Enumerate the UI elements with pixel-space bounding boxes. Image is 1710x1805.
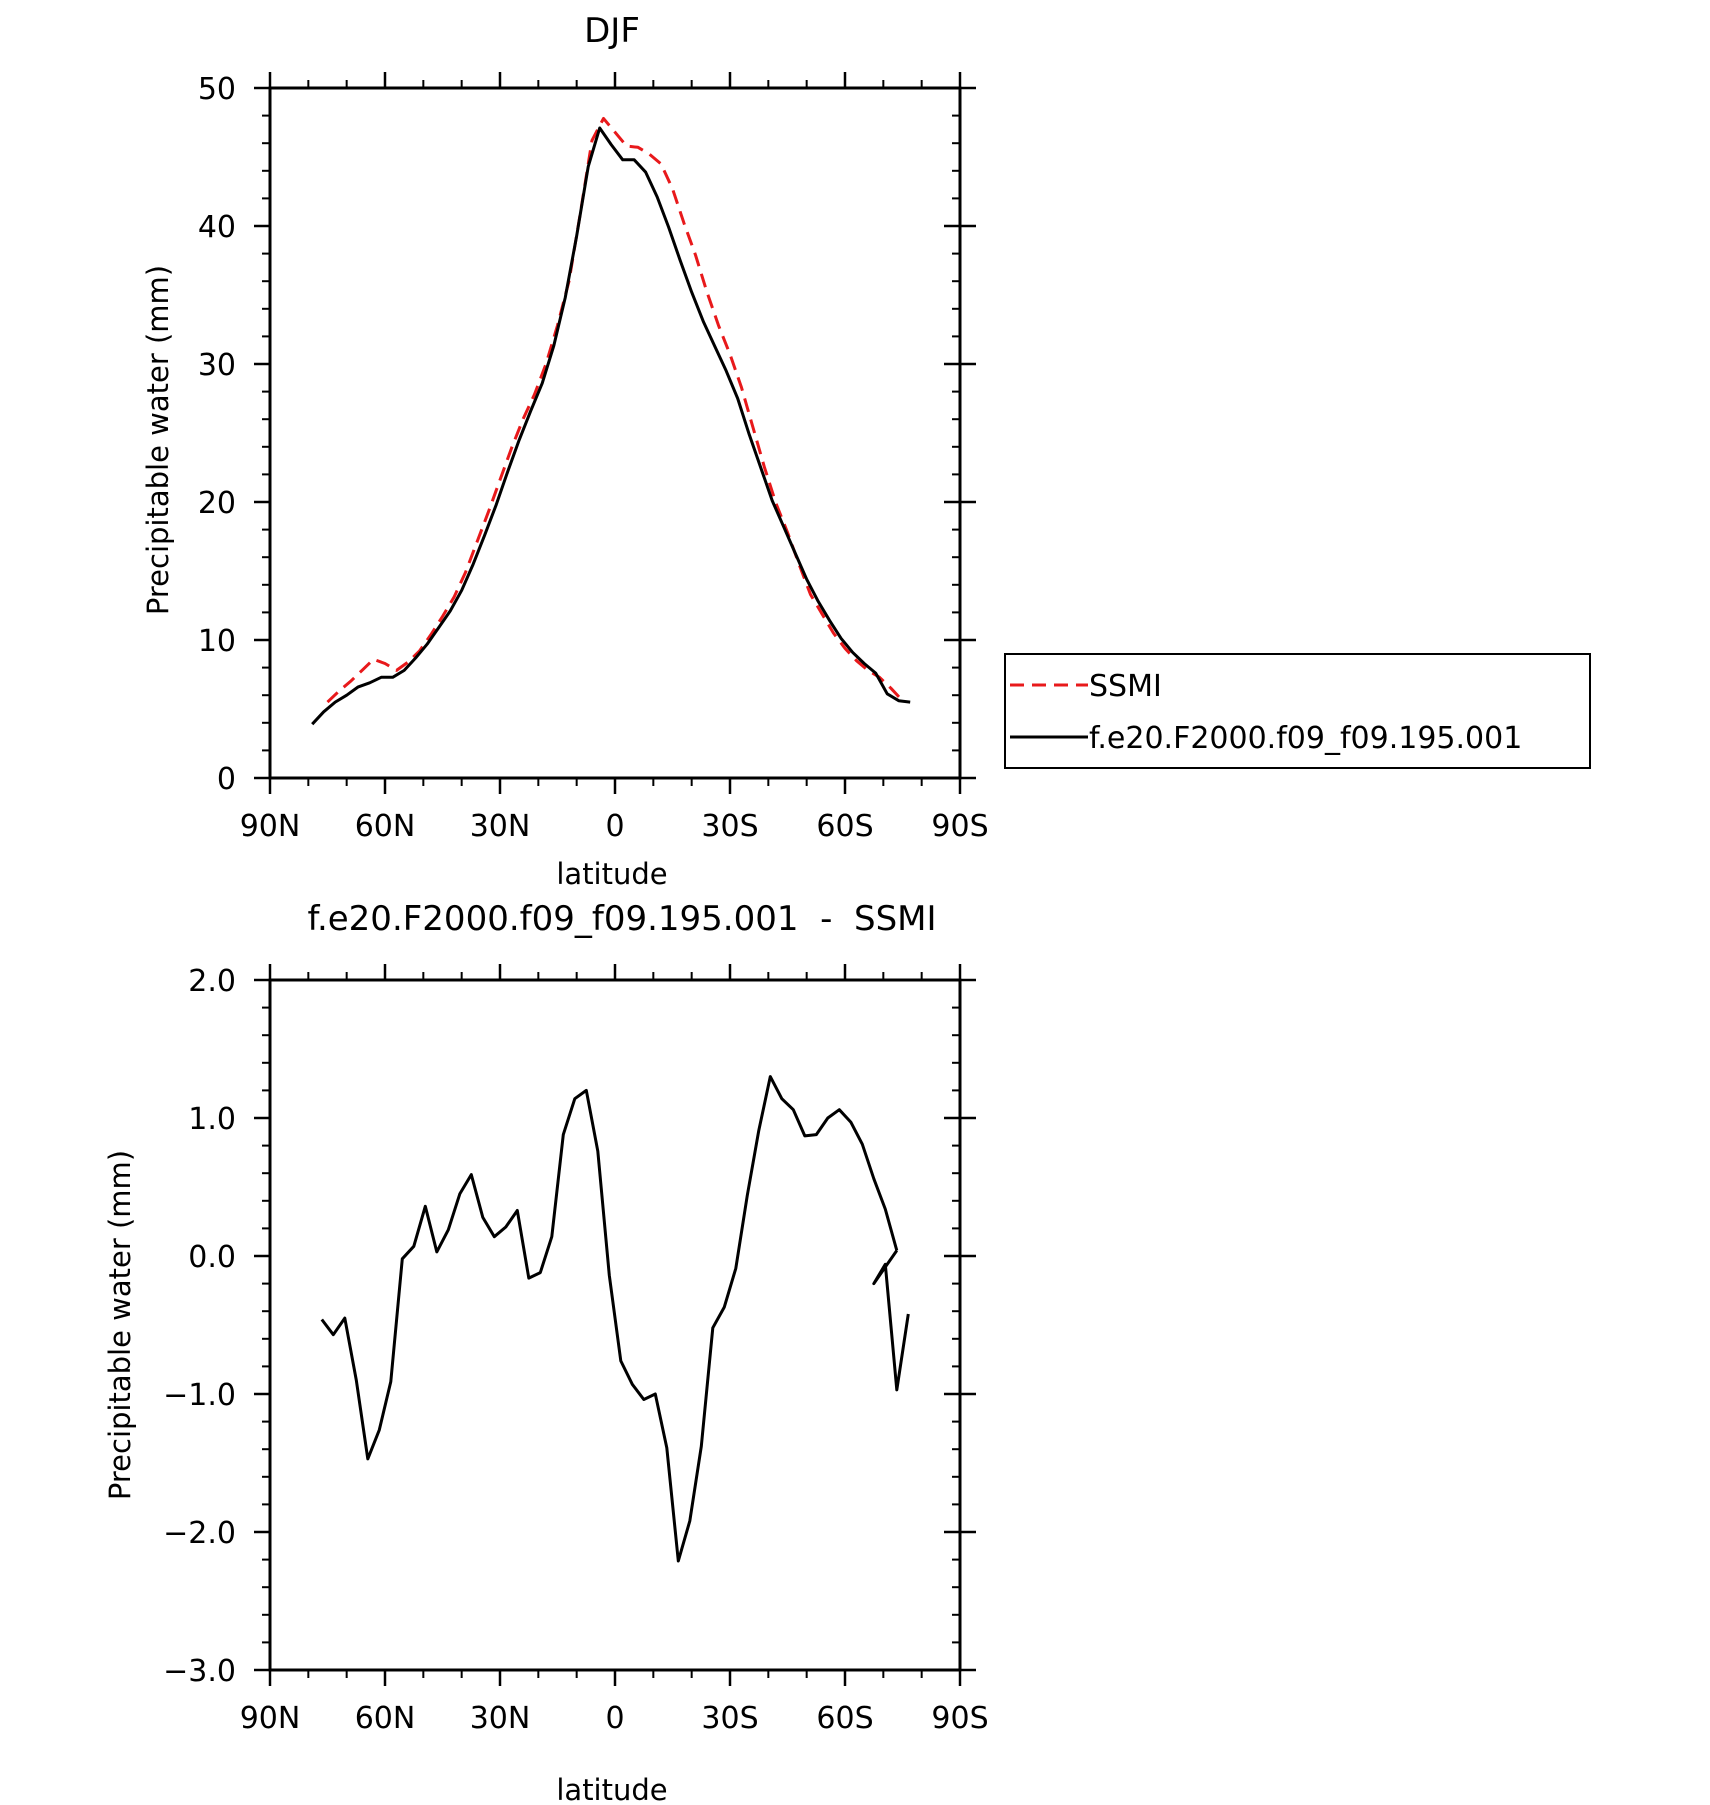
x-tick-label: 90S (931, 1701, 988, 1736)
y-tick-label: 2.0 (188, 964, 236, 999)
x-tick-label: 30S (701, 1701, 758, 1736)
y-tick-label: 0.0 (188, 1240, 236, 1275)
y-tick-label: −2.0 (163, 1516, 236, 1551)
y-tick-label: 40 (198, 210, 236, 245)
y-tick-label: 0 (217, 762, 236, 797)
bottom-chart-x-axis-title: latitude (556, 1773, 667, 1805)
bottom-chart-title: f.e20.F2000.f09_f09.195.001 - SSMI (307, 899, 936, 939)
legend-label-ssmi: SSMI (1089, 669, 1162, 704)
x-tick-label: 60N (355, 1701, 416, 1736)
series-line-tail (872, 1249, 910, 1392)
x-tick-label: 60S (816, 1701, 873, 1736)
y-tick-label: −3.0 (163, 1654, 236, 1689)
bottom-chart-panel: f.e20.F2000.f09_f09.195.001 - SSMI Preci… (103, 899, 989, 1805)
legend-label-model: f.e20.F2000.f09_f09.195.001 (1089, 721, 1522, 756)
bottom-chart-y-axis-title: Precipitable water (mm) (103, 1150, 137, 1500)
top-chart-x-axis-title: latitude (556, 857, 667, 891)
y-tick-label: 50 (198, 72, 236, 107)
x-tick-label: 90N (240, 809, 301, 844)
series-line-1 (311, 126, 911, 726)
y-tick-label: 1.0 (188, 1102, 236, 1137)
x-tick-label: 0 (605, 809, 624, 844)
x-tick-label: 30S (701, 809, 758, 844)
x-tick-label: 30N (470, 809, 531, 844)
x-tick-label: 30N (470, 1701, 531, 1736)
top-chart-y-axis-title: Precipitable water (mm) (141, 265, 175, 615)
x-tick-label: 60S (816, 809, 873, 844)
series-line-0 (326, 116, 904, 704)
top-chart-panel: DJF Precipitable water (mm) latitude 90N… (141, 11, 1591, 891)
x-tick-label: 90N (240, 1701, 301, 1736)
y-tick-label: 10 (198, 624, 236, 659)
y-tick-label: 20 (198, 486, 236, 521)
x-tick-label: 90S (931, 809, 988, 844)
bottom-chart-series (320, 1075, 910, 1563)
legend-box (1004, 653, 1591, 769)
y-tick-label: −1.0 (163, 1378, 236, 1413)
top-chart-frame (268, 86, 962, 780)
top-chart-legend: SSMI f.e20.F2000.f09_f09.195.001 (1004, 653, 1591, 769)
y-tick-label: 30 (198, 348, 236, 383)
top-chart-title: DJF (584, 11, 640, 51)
x-tick-label: 60N (355, 809, 416, 844)
top-chart-series (311, 116, 911, 726)
top-chart-ticks: 90N 60N 30N 0 30S 60S 90S 0 10 20 30 40 50 (198, 72, 989, 844)
series-line-0 (320, 1075, 899, 1563)
x-tick-label: 0 (605, 1701, 624, 1736)
bottom-chart-ticks: 90N 60N 30N 0 30S 60S 90S −3.0 −2.0 −1.0 0.0 1.0 2.0 (163, 964, 989, 1736)
